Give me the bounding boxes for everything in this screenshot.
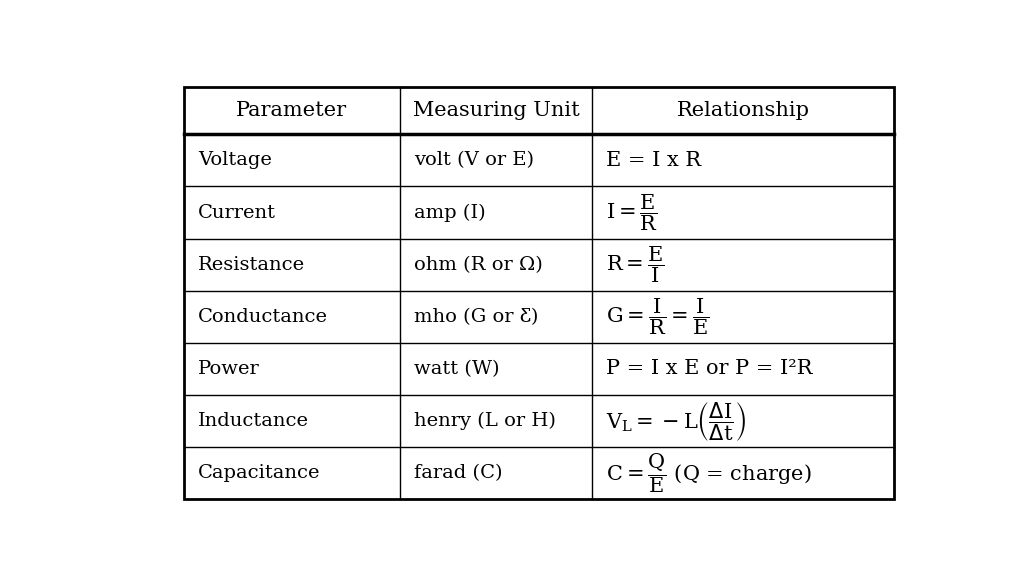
Text: $\mathregular{R} = \dfrac{\mathregular{E}}{\mathregular{I}}$: $\mathregular{R} = \dfrac{\mathregular{E… — [606, 244, 665, 285]
Text: Voltage: Voltage — [198, 151, 271, 169]
Text: Capacitance: Capacitance — [198, 464, 321, 482]
Text: Parameter: Parameter — [237, 101, 347, 120]
Text: $\mathregular{V_L} = -\mathregular{L}\left(\dfrac{\Delta \mathregular{I}}{\Delta: $\mathregular{V_L} = -\mathregular{L}\le… — [606, 400, 746, 442]
Text: Inductance: Inductance — [198, 412, 309, 430]
Text: $\mathregular{G} = \dfrac{\mathregular{I}}{\mathregular{R}} = \dfrac{\mathregula: $\mathregular{G} = \dfrac{\mathregular{I… — [606, 297, 710, 337]
Text: E = I x R: E = I x R — [606, 151, 701, 170]
Text: Current: Current — [198, 203, 275, 222]
Text: Resistance: Resistance — [198, 256, 305, 274]
Bar — [183, 87, 894, 499]
Text: henry (L or H): henry (L or H) — [415, 412, 556, 430]
Text: farad (C): farad (C) — [415, 464, 503, 482]
Text: $\mathregular{I} = \dfrac{\mathregular{E}}{\mathregular{R}}$: $\mathregular{I} = \dfrac{\mathregular{E… — [606, 192, 658, 233]
Text: ohm (R or Ω): ohm (R or Ω) — [415, 256, 543, 274]
Text: Conductance: Conductance — [198, 308, 328, 326]
Text: amp (I): amp (I) — [415, 203, 486, 222]
Text: mho (G or Ƹ): mho (G or Ƹ) — [415, 308, 539, 326]
Text: Power: Power — [198, 360, 260, 378]
Text: watt (W): watt (W) — [415, 360, 500, 378]
Text: volt (V or E): volt (V or E) — [415, 151, 535, 169]
Text: Measuring Unit: Measuring Unit — [413, 101, 580, 120]
Text: Relationship: Relationship — [677, 101, 809, 120]
Text: P = I x E or P = I²R: P = I x E or P = I²R — [606, 359, 813, 378]
Text: $\mathregular{C} = \dfrac{\mathregular{Q}}{\mathregular{E}}$ (Q = charge): $\mathregular{C} = \dfrac{\mathregular{Q… — [606, 452, 812, 495]
